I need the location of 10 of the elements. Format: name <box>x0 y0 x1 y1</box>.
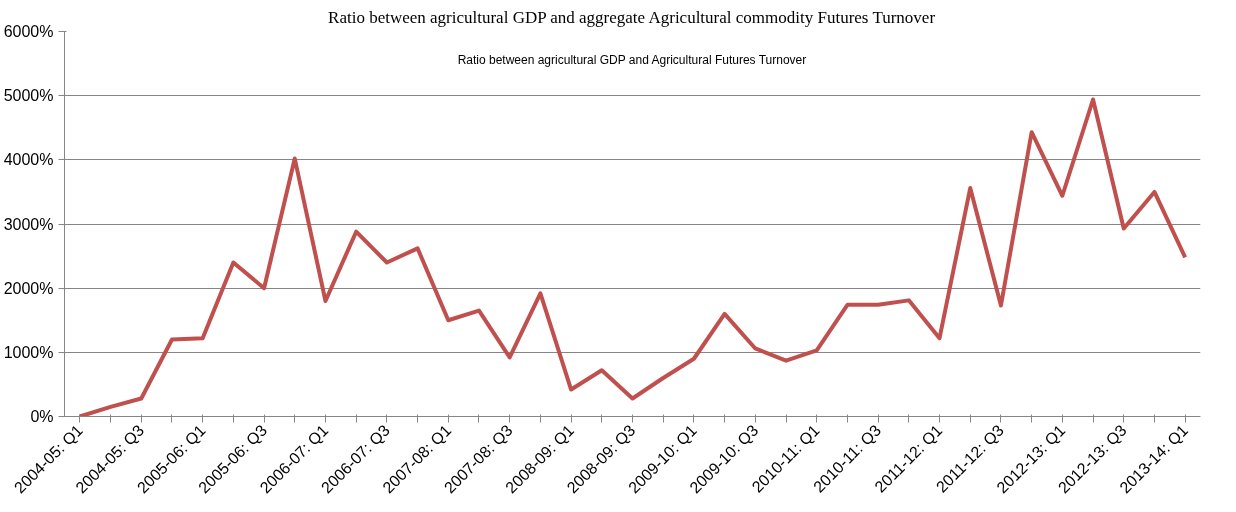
y-tick-label: 2000% <box>3 279 54 297</box>
y-tick-label: 5000% <box>3 87 54 105</box>
y-tick-label: 3000% <box>3 215 54 233</box>
y-tick-label: 1000% <box>3 343 54 361</box>
chart-title: Ratio between agricultural GDP and aggregate Agricultural commodity Futures Turnover <box>328 7 936 27</box>
line-series <box>77 97 1188 417</box>
y-tick-label: 4000% <box>3 151 54 169</box>
y-tick-label: 6000% <box>3 23 54 40</box>
annotation: Ratio between agricultural GDP and Agricultural Futures Turnover <box>457 52 807 67</box>
y-tick-label: 0% <box>30 408 54 425</box>
